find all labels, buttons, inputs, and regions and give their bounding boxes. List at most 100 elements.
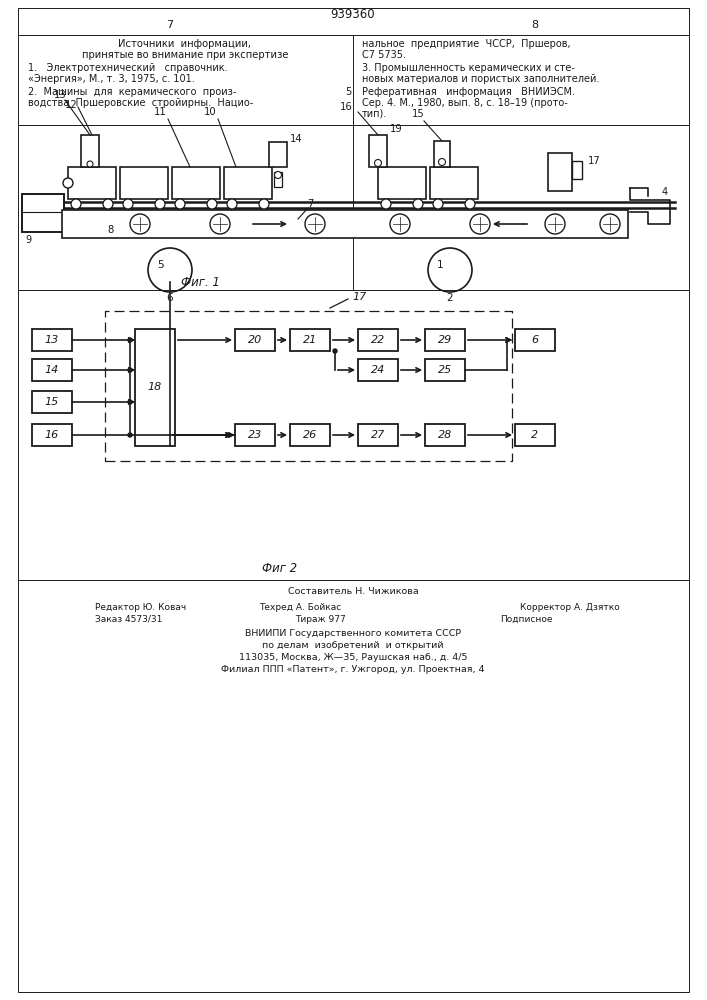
Bar xyxy=(290,329,330,351)
Circle shape xyxy=(375,159,382,166)
Bar xyxy=(22,194,64,232)
Text: по делам  изобретений  и открытий: по делам изобретений и открытий xyxy=(262,641,444,650)
Circle shape xyxy=(210,214,230,234)
Text: водства  Пршеровские  стройирны.  Нацио-: водства Пршеровские стройирны. Нацио- xyxy=(28,98,253,108)
Text: тип).: тип). xyxy=(362,109,387,119)
Bar xyxy=(81,135,99,167)
Bar xyxy=(425,359,465,381)
Circle shape xyxy=(87,161,93,167)
Bar xyxy=(358,424,398,446)
Circle shape xyxy=(71,199,81,209)
Text: 2: 2 xyxy=(532,430,539,440)
Text: 17: 17 xyxy=(588,156,601,166)
Text: 20: 20 xyxy=(248,335,262,345)
Text: 19: 19 xyxy=(390,124,403,134)
Circle shape xyxy=(433,199,443,209)
Circle shape xyxy=(428,248,472,292)
Text: 24: 24 xyxy=(371,365,385,375)
Text: 15: 15 xyxy=(45,397,59,407)
Bar xyxy=(430,167,478,199)
Circle shape xyxy=(128,433,132,437)
Circle shape xyxy=(545,214,565,234)
Text: Корректор А. Дзятко: Корректор А. Дзятко xyxy=(520,602,620,611)
Text: 18: 18 xyxy=(148,382,162,392)
Circle shape xyxy=(333,349,337,353)
Bar xyxy=(22,194,64,232)
Text: 15: 15 xyxy=(412,109,425,119)
Circle shape xyxy=(600,214,620,234)
Circle shape xyxy=(207,199,217,209)
Text: Фиг 2: Фиг 2 xyxy=(262,562,298,574)
Text: 28: 28 xyxy=(438,430,452,440)
Circle shape xyxy=(148,248,192,292)
Text: 11: 11 xyxy=(153,107,166,117)
Bar xyxy=(32,391,72,413)
Circle shape xyxy=(103,199,113,209)
Text: 1: 1 xyxy=(437,260,443,270)
Text: 13: 13 xyxy=(45,335,59,345)
Bar xyxy=(62,210,628,238)
Text: 7: 7 xyxy=(166,20,173,30)
Circle shape xyxy=(123,199,133,209)
Circle shape xyxy=(130,214,150,234)
Text: 2.  Машины  для  керамического  произ-: 2. Машины для керамического произ- xyxy=(28,87,236,97)
Bar xyxy=(548,153,572,191)
Text: 10: 10 xyxy=(204,107,216,117)
Circle shape xyxy=(274,172,281,178)
Circle shape xyxy=(128,338,132,342)
Circle shape xyxy=(175,199,185,209)
Circle shape xyxy=(155,199,165,209)
Text: 939360: 939360 xyxy=(331,8,375,21)
Bar xyxy=(425,329,465,351)
Bar xyxy=(269,142,287,167)
Text: 29: 29 xyxy=(438,335,452,345)
Bar xyxy=(358,359,398,381)
Text: 4: 4 xyxy=(662,187,668,197)
Circle shape xyxy=(128,400,132,404)
Text: Техред А. Бойкас: Техред А. Бойкас xyxy=(259,602,341,611)
Circle shape xyxy=(259,199,269,209)
Circle shape xyxy=(470,214,490,234)
Circle shape xyxy=(63,178,73,188)
Bar xyxy=(425,424,465,446)
Text: 1.   Электротехнический   справочник.: 1. Электротехнический справочник. xyxy=(28,63,228,73)
Text: нальное  предприятие  ЧССР,  Пршеров,: нальное предприятие ЧССР, Пршеров, xyxy=(362,39,571,49)
Text: 17: 17 xyxy=(353,292,367,302)
Bar xyxy=(68,167,116,199)
Text: ВНИИПИ Государственного комитета СССР: ВНИИПИ Государственного комитета СССР xyxy=(245,629,461,638)
Text: Подписное: Подписное xyxy=(500,614,552,624)
Text: Реферативная   информация   ВНИИЭСМ.: Реферативная информация ВНИИЭСМ. xyxy=(362,87,575,97)
Circle shape xyxy=(381,199,391,209)
Text: 14: 14 xyxy=(290,134,303,144)
Circle shape xyxy=(227,199,237,209)
Text: Заказ 4573/31: Заказ 4573/31 xyxy=(95,614,163,624)
Text: Фиг. 1: Фиг. 1 xyxy=(180,275,219,288)
Text: 5: 5 xyxy=(157,260,163,270)
Text: принятые во внимание при экспертизе: принятые во внимание при экспертизе xyxy=(82,50,288,60)
Bar xyxy=(235,329,275,351)
Circle shape xyxy=(438,158,445,165)
Bar xyxy=(358,329,398,351)
Text: 8: 8 xyxy=(532,20,539,30)
Bar xyxy=(378,167,426,199)
Bar xyxy=(32,424,72,446)
Text: 21: 21 xyxy=(303,335,317,345)
Text: Сер. 4. М., 1980, вып. 8, с. 18–19 (прото-: Сер. 4. М., 1980, вып. 8, с. 18–19 (прот… xyxy=(362,98,568,108)
Circle shape xyxy=(413,199,423,209)
Circle shape xyxy=(128,368,132,372)
Bar xyxy=(32,359,72,381)
Text: 13: 13 xyxy=(54,90,66,100)
Text: «Энергия», М., т. 3, 1975, с. 101.: «Энергия», М., т. 3, 1975, с. 101. xyxy=(28,74,194,84)
Text: Тираж 977: Тираж 977 xyxy=(295,614,346,624)
Text: 6: 6 xyxy=(532,335,539,345)
Bar xyxy=(120,167,168,199)
Text: 27: 27 xyxy=(371,430,385,440)
Bar xyxy=(172,167,220,199)
Bar xyxy=(274,172,282,187)
Text: 12: 12 xyxy=(65,100,78,110)
Text: 7: 7 xyxy=(307,199,313,209)
Bar xyxy=(235,424,275,446)
Text: Филиал ППП «Патент», г. Ужгород, ул. Проектная, 4: Филиал ППП «Патент», г. Ужгород, ул. Про… xyxy=(221,664,485,674)
Text: Редактор Ю. Ковач: Редактор Ю. Ковач xyxy=(95,602,186,611)
Text: 26: 26 xyxy=(303,430,317,440)
